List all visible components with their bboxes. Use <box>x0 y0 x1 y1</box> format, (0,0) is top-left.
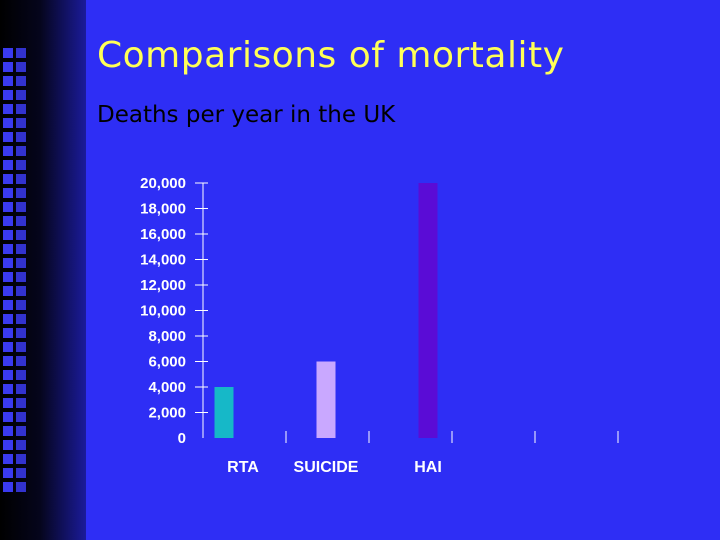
y-tick-label: 14,000 <box>140 252 186 269</box>
y-tick-label: 16,000 <box>140 226 186 243</box>
slide-subtitle: Deaths per year in the UK <box>97 102 396 128</box>
y-tick-label: 2,000 <box>148 405 186 422</box>
bar-hai <box>418 183 438 438</box>
bar-rta <box>214 387 234 438</box>
bar-suicide <box>316 361 336 438</box>
y-tick-label: 12,000 <box>140 277 186 294</box>
left-decorative-panel <box>0 0 86 540</box>
y-tick-label: 10,000 <box>140 303 186 320</box>
decorative-squares-column-1 <box>3 48 13 496</box>
bars <box>214 183 438 438</box>
y-axis: 20,000 18,000 16,000 14,000 12,000 10,000 8,00… <box>140 175 208 447</box>
x-category-label: HAI <box>414 459 442 476</box>
x-axis <box>285 431 619 443</box>
category-labels: RTA SUICIDE HAI <box>227 459 442 476</box>
x-category-label: SUICIDE <box>294 459 359 476</box>
y-tick-label: 0 <box>178 430 186 447</box>
y-tick-label: 6,000 <box>148 354 186 371</box>
slide-title: Comparisons of mortality <box>97 35 565 76</box>
y-tick-label: 8,000 <box>148 328 186 345</box>
y-tick-label: 4,000 <box>148 379 186 396</box>
decorative-squares-column-2 <box>16 48 26 496</box>
y-tick-label: 18,000 <box>140 201 186 218</box>
x-category-label: RTA <box>227 459 259 476</box>
y-tick-label: 20,000 <box>140 175 186 192</box>
